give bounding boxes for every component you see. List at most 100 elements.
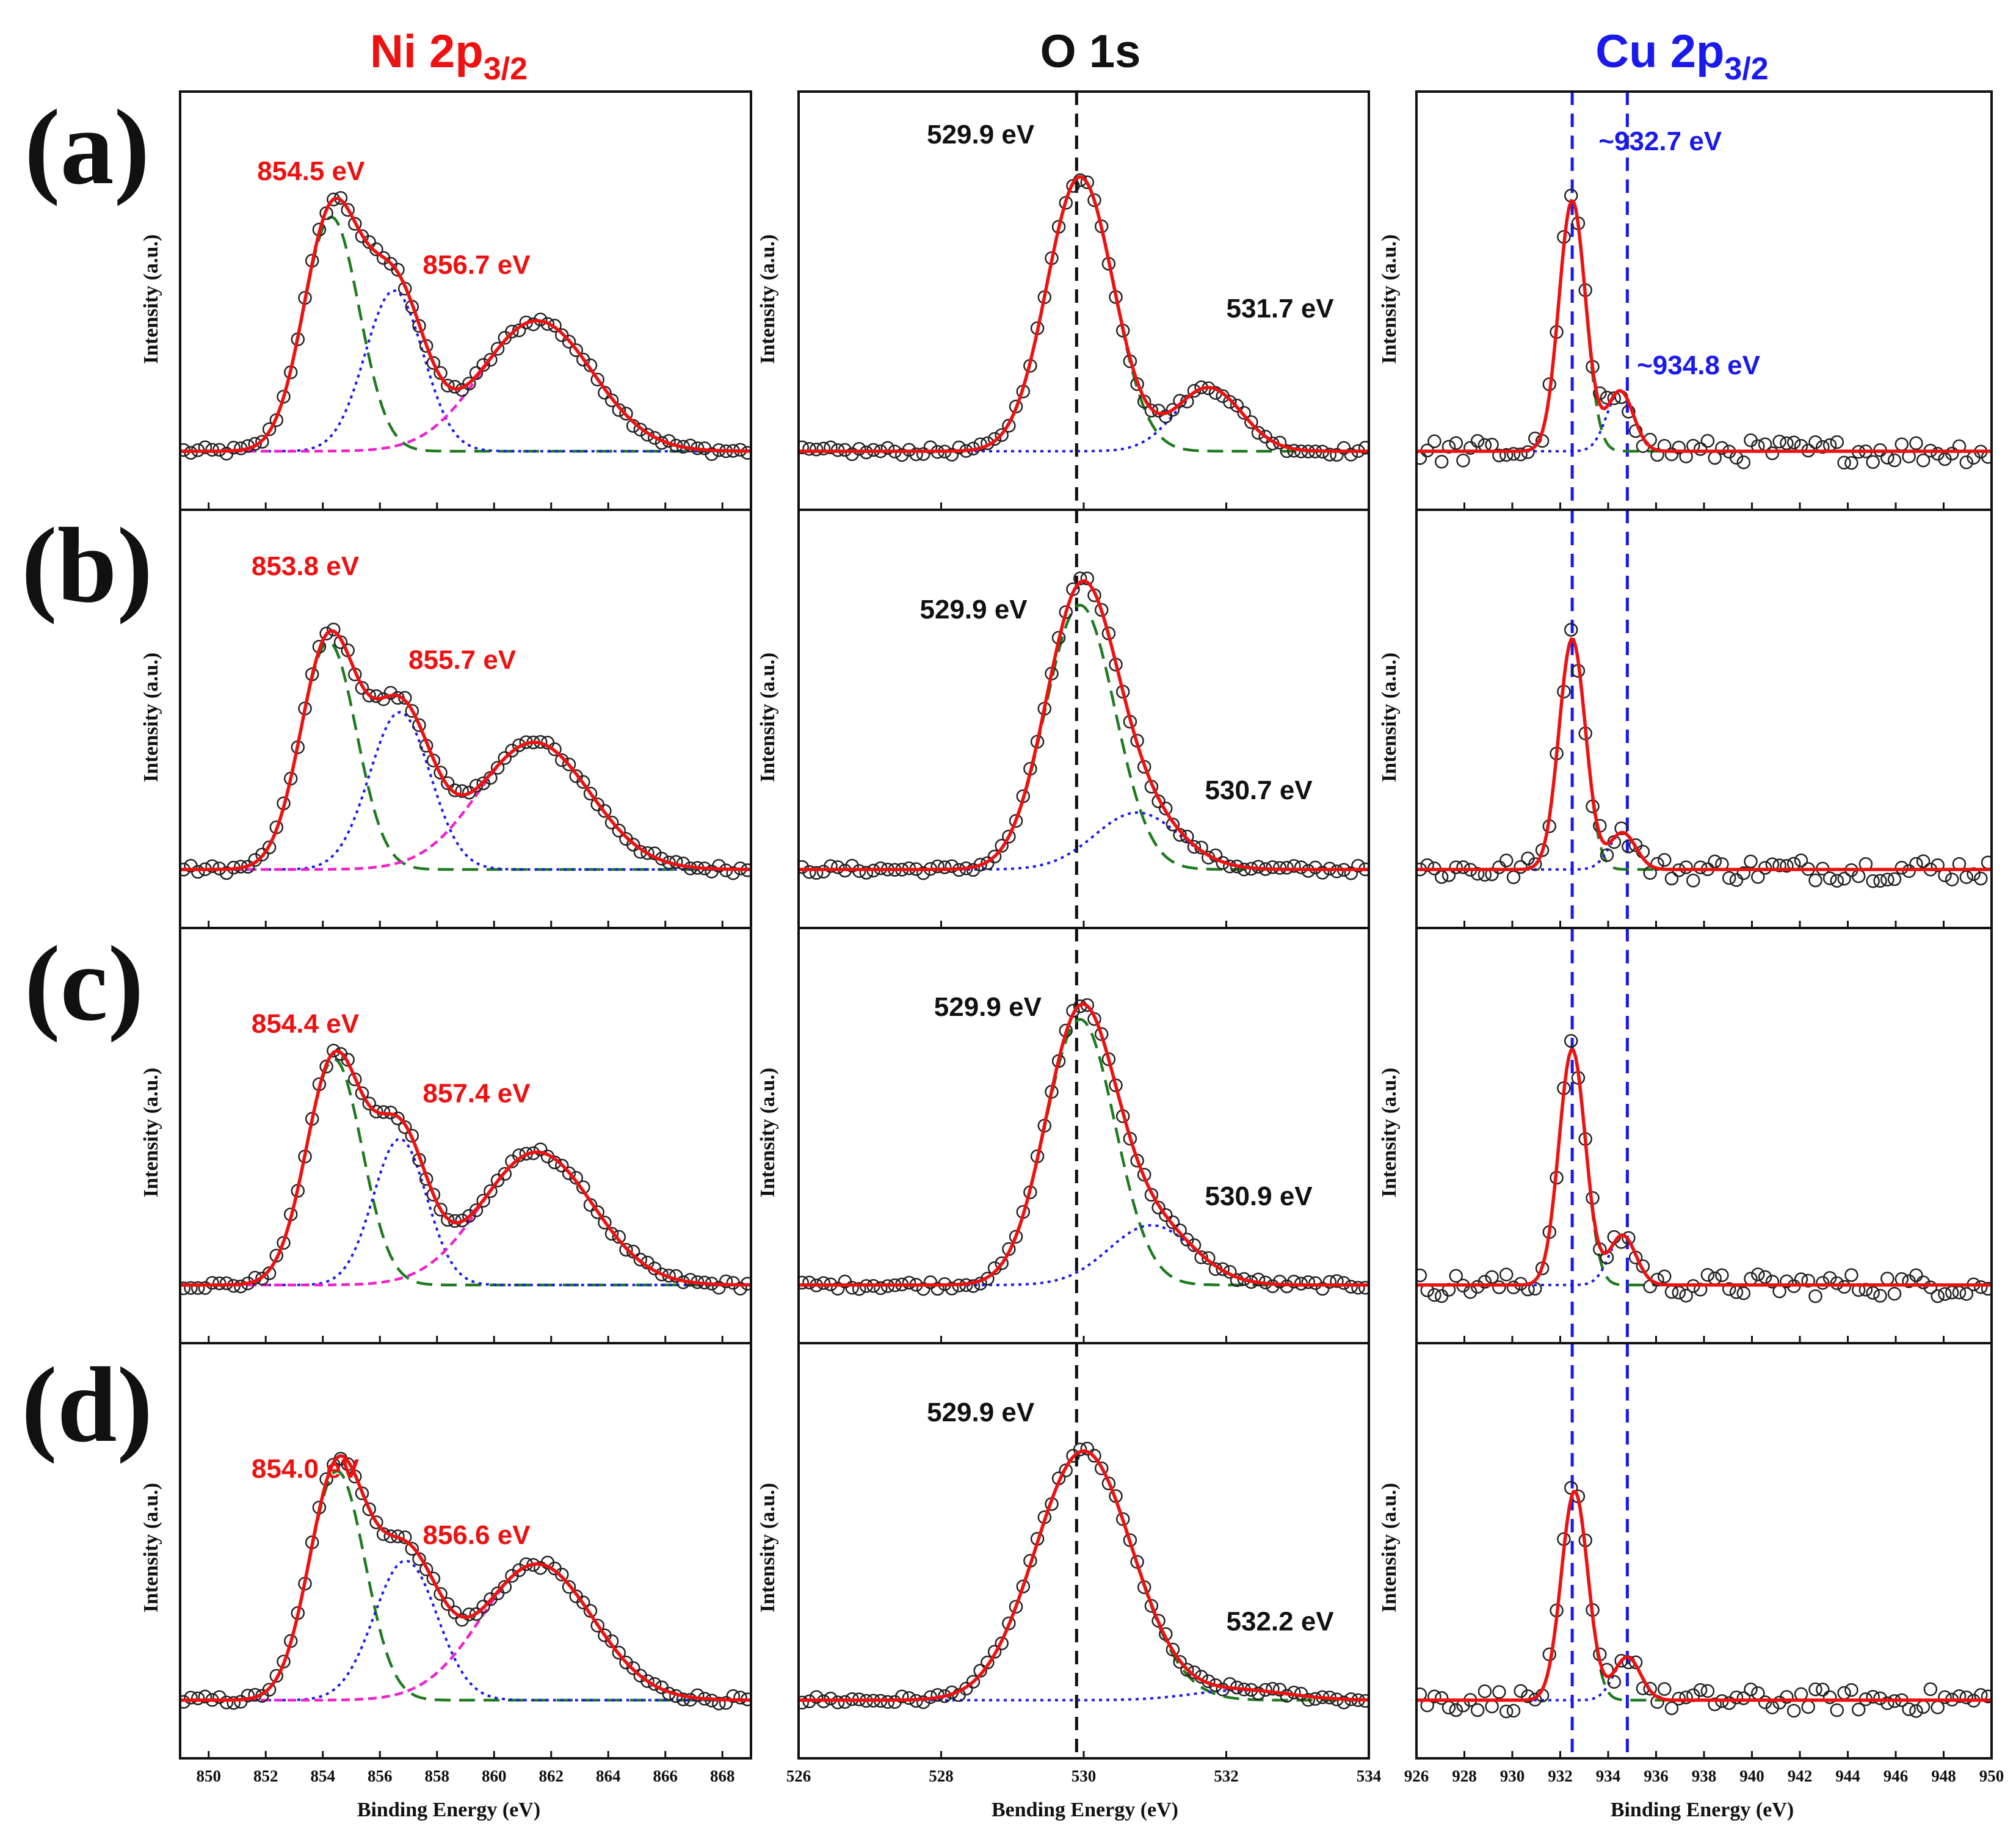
data-point-cu-b-74: [1945, 872, 1959, 886]
data-point-cu-b-58: [1830, 874, 1844, 888]
data-point-ni-c-42: [476, 1194, 490, 1208]
data-point-cu-c-59: [1837, 1280, 1851, 1294]
data-point-cu-c-21: [1564, 1034, 1578, 1048]
data-point-ni-b-38: [448, 783, 462, 797]
data-point-o-b-40: [1080, 571, 1095, 585]
x-tick-label-cu-1: 928: [1452, 1767, 1477, 1785]
data-point-ni-a-79: [740, 446, 751, 460]
data-point-ni-a-71: [683, 438, 697, 452]
data-point-ni-d-35: [426, 1571, 441, 1586]
x-tick-label-cu-12: 950: [1979, 1767, 2004, 1785]
data-point-cu-b-5: [1449, 860, 1463, 874]
data-point-cu-b-26: [1600, 848, 1614, 862]
data-point-ni-b-57: [583, 786, 598, 801]
data-point-cu-a-7: [1463, 441, 1478, 455]
data-point-cu-a-74: [1945, 446, 1959, 461]
panel-o-a: 529.9 eV 531.7 eV: [797, 90, 1370, 511]
column-title-o: O 1s: [1040, 26, 1141, 78]
data-point-ni-d-56: [576, 1595, 590, 1610]
peak-annotation-cu-a-0: ~932.7 eV: [1598, 126, 1722, 156]
row-label-c: (c): [24, 924, 143, 1043]
x-tick-label-cu-10: 946: [1884, 1767, 1909, 1785]
data-point-ni-a-55: [569, 343, 583, 357]
data-point-ni-b-12: [262, 840, 277, 855]
data-point-ni-d-53: [555, 1567, 569, 1582]
data-point-ni-a-58: [590, 372, 604, 386]
data-point-cu-d-61: [1851, 1702, 1866, 1717]
data-point-cu-b-21: [1564, 623, 1578, 637]
data-point-ni-a-7: [227, 440, 241, 455]
x-tick-label-o-4: 534: [1357, 1767, 1382, 1785]
x-tick-label-ni-1: 852: [253, 1767, 278, 1785]
data-point-ni-a-11: [255, 435, 269, 449]
data-point-ni-c-37: [441, 1212, 455, 1227]
data-point-o-d-27: [987, 1645, 1002, 1659]
peak-annotation-ni-b-1: 855.7 eV: [408, 645, 517, 675]
column-title-cu: Cu 2p3/2: [1595, 26, 1768, 87]
x-tick-label-ni-5: 860: [482, 1767, 507, 1785]
data-point-ni-b-53: [555, 753, 569, 767]
data-point-o-b-0: [799, 860, 810, 874]
data-point-cu-c-13: [1506, 1280, 1521, 1294]
plot-area-ni-b: [180, 622, 751, 880]
ylabel-o-b: Intensity (a.u.): [756, 653, 779, 783]
data-point-ni-d-2: [190, 1691, 205, 1706]
plot-area-ni-d: [180, 1451, 751, 1711]
data-point-o-b-66: [1266, 860, 1280, 874]
data-point-cu-c-45: [1736, 1286, 1751, 1300]
data-point-o-b-54: [1180, 830, 1194, 844]
xlabel-cu: Binding Energy (eV): [1611, 1799, 1794, 1821]
data-point-o-d-43: [1101, 1476, 1116, 1491]
x-tick-label-ni-6: 862: [539, 1767, 564, 1785]
data-point-ni-b-56: [576, 775, 590, 789]
data-point-cu-a-49: [1765, 446, 1780, 460]
data-point-ni-d-0: [180, 1695, 191, 1709]
data-point-cu-b-44: [1729, 873, 1744, 887]
data-point-cu-b-46: [1744, 854, 1758, 869]
data-point-o-a-16: [909, 447, 923, 462]
data-point-cu-a-13: [1506, 447, 1521, 461]
data-point-ni-b-52: [548, 742, 562, 756]
data-point-cu-b-35: [1664, 871, 1679, 886]
data-point-cu-a-52: [1786, 435, 1801, 449]
data-point-cu-a-70: [1916, 453, 1931, 468]
data-point-cu-c-60: [1844, 1268, 1858, 1282]
data-point-ni-b-41: [469, 778, 484, 793]
data-point-ni-d-9: [241, 1688, 255, 1703]
data-point-cu-b-14: [1514, 860, 1528, 874]
data-point-cu-d-45: [1736, 1691, 1751, 1705]
data-point-ni-b-33: [412, 718, 426, 733]
data-point-o-d-40: [1080, 1441, 1095, 1456]
data-point-o-c-49: [1144, 1187, 1159, 1202]
data-point-ni-d-25: [355, 1486, 369, 1501]
data-point-ni-a-23: [341, 203, 355, 217]
data-point-ni-d-72: [691, 1688, 705, 1702]
data-point-o-a-40: [1080, 175, 1095, 189]
data-point-cu-d-27: [1607, 1675, 1622, 1689]
data-point-ni-d-3: [198, 1689, 212, 1704]
data-point-ni-d-13: [269, 1669, 284, 1683]
x-tick-label-cu-11: 948: [1931, 1767, 1956, 1785]
data-point-ni-c-8: [234, 1279, 248, 1294]
panel-frame-ni-d: [179, 1342, 752, 1760]
data-point-ni-b-26: [362, 689, 376, 703]
ylabel-cu-b: Intensity (a.u.): [1378, 653, 1401, 783]
data-point-cu-c-56: [1816, 1276, 1830, 1290]
data-point-cu-a-11: [1492, 448, 1506, 463]
data-point-cu-b-72: [1931, 858, 1945, 872]
data-point-ni-d-75: [712, 1696, 726, 1711]
peak-annotation-cu-a-1: ~934.8 eV: [1637, 350, 1760, 380]
data-point-ni-a-44: [490, 342, 505, 356]
data-point-ni-d-58: [590, 1618, 604, 1633]
data-point-ni-b-68: [662, 855, 676, 869]
data-point-ni-d-78: [733, 1691, 747, 1705]
data-point-o-b-75: [1330, 865, 1344, 879]
peak-annotation-ni-d-0: 854.0 eV: [252, 1454, 360, 1484]
data-point-o-c-66: [1266, 1279, 1280, 1294]
data-point-o-d-17: [916, 1695, 930, 1709]
data-point-o-d-49: [1144, 1599, 1159, 1613]
data-point-o-d-64: [1251, 1686, 1266, 1700]
data-point-cu-c-8: [1470, 1280, 1485, 1294]
data-point-o-a-64: [1251, 426, 1266, 440]
data-point-cu-d-52: [1786, 1703, 1801, 1718]
